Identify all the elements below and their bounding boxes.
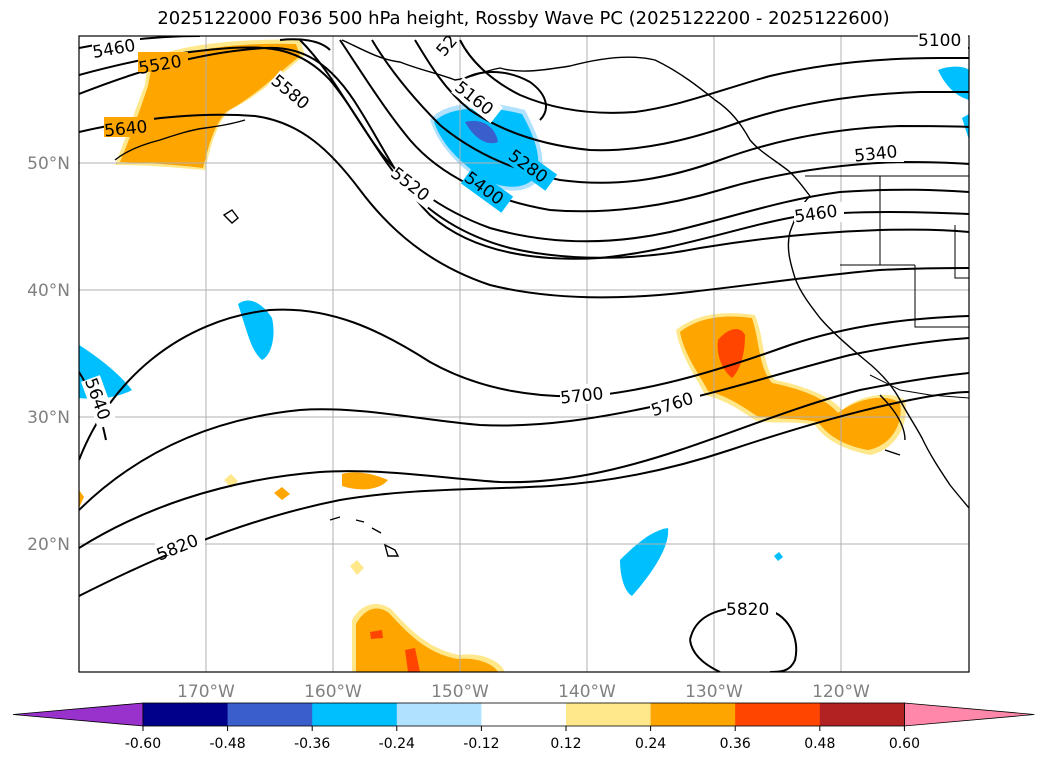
contour-line [414,39,969,152]
colorbar-tick-label: -0.12 [463,736,499,752]
colorbar-tick-label: -0.60 [125,736,161,752]
lon-axis-labels: 170°W 160°W 150°W 140°W 130°W 120°W [177,682,870,702]
contour-line [459,39,969,114]
baja-coast [879,394,906,456]
colorbar-tick-label: 0.60 [889,736,920,752]
map-title: 2025122000 F036 500 hPa height, Rossby W… [157,8,890,29]
contour-line [689,606,798,672]
lat-label: 20°N [27,535,70,555]
contour-line [371,39,969,184]
small-island [222,209,239,224]
anomaly-region [350,560,364,575]
anomaly-region [356,608,498,672]
anomaly-region [717,328,745,378]
lon-label: 140°W [558,682,616,702]
colorbar-outline [142,702,905,727]
colorbar-segment [650,703,736,726]
anomaly-region [465,120,498,144]
colorbar-segment [566,703,652,726]
anomaly-region [238,300,274,360]
colorbar-tick-label: -0.36 [294,736,330,752]
colorbar-segment [227,703,313,726]
borders [805,175,969,399]
contour-line [79,391,969,597]
border-line [954,225,969,279]
colorbar-segment [396,703,482,726]
colorbar-segment [312,703,398,726]
colorbar-segments [12,702,1035,727]
lon-label: 160°W [304,682,362,702]
contour-label: 5700 [559,384,604,408]
height-contours [79,36,969,672]
aleutian-islands [114,119,246,161]
gridlines [79,36,969,672]
anomaly-region [274,487,290,500]
colorbar-tick-label: -0.24 [379,736,415,752]
contour-line [79,113,969,299]
colorbar-tick-label: 0.36 [720,736,751,752]
lat-label: 30°N [27,408,70,428]
colorbar-tick-label: 0.48 [804,736,835,752]
contour-label: 5340 [853,142,898,166]
anomaly-region [120,43,300,168]
anomaly-region [370,630,383,639]
lon-label: 120°W [812,682,870,702]
contour-line [79,46,969,259]
anomaly-region [620,528,669,596]
lat-axis-labels: 50°N 40°N 30°N 20°N [27,154,70,555]
contour-line [79,372,969,549]
colorbar-tick-label: 0.24 [635,736,666,752]
lat-label: 40°N [27,281,70,301]
lon-label: 130°W [685,682,743,702]
contour-label: 5640 [103,117,148,141]
colorbar-tick-label: -0.48 [209,736,245,752]
colorbar-ticks: -0.60 -0.48 -0.36 -0.24 -0.12 0.12 0.24 0.36 0.4… [125,726,920,752]
contour-line [461,71,547,121]
lon-label: 170°W [177,682,235,702]
anomaly-region [405,648,420,672]
alaska-coast [341,39,811,197]
colorbar-tick-label: 0.12 [550,736,581,752]
colorbar-segment [735,703,821,726]
border-line [869,374,969,399]
colorbar-arrow-min [12,702,144,727]
lon-label: 150°W [431,682,489,702]
hawaii [329,516,400,557]
border-line [914,265,969,328]
contour-line [79,337,969,511]
contour-label: 5100 [918,31,961,51]
contour-labels: 5460 5520 5640 5580 5520 5400 5280 5160 … [80,29,968,620]
lat-label: 50°N [27,154,70,174]
colorbar: -0.60 -0.48 -0.36 -0.24 -0.12 0.12 0.24 0.36 0.4… [12,702,1035,752]
anomaly-region [774,552,783,561]
anomaly-shading [79,39,969,672]
colorbar-segment [143,703,229,726]
na-west-coast [787,195,969,509]
contour-line [279,38,331,51]
contour-line [79,308,969,461]
colorbar-segment [819,703,905,726]
colorbar-arrow-max [904,702,1035,727]
map-panel [78,35,970,673]
contour-line [339,39,969,213]
contour-line [299,39,969,243]
anomaly-region [79,490,84,508]
anomaly-region [342,472,388,490]
coastlines [114,39,969,557]
colorbar-segment [481,703,567,726]
contour-label: 5820 [726,600,769,620]
